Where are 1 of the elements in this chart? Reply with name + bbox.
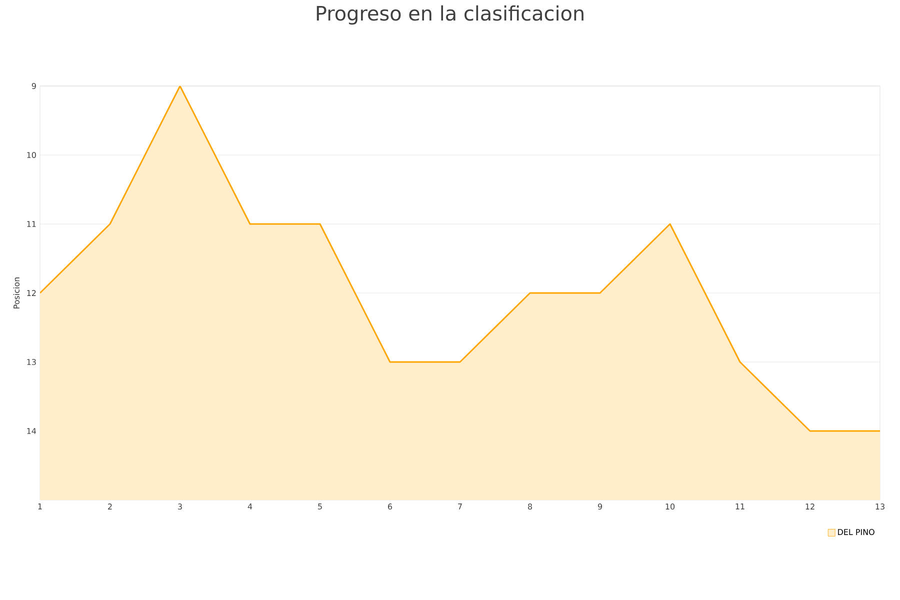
chart-title: Progreso en la clasificacion (316, 5, 584, 25)
